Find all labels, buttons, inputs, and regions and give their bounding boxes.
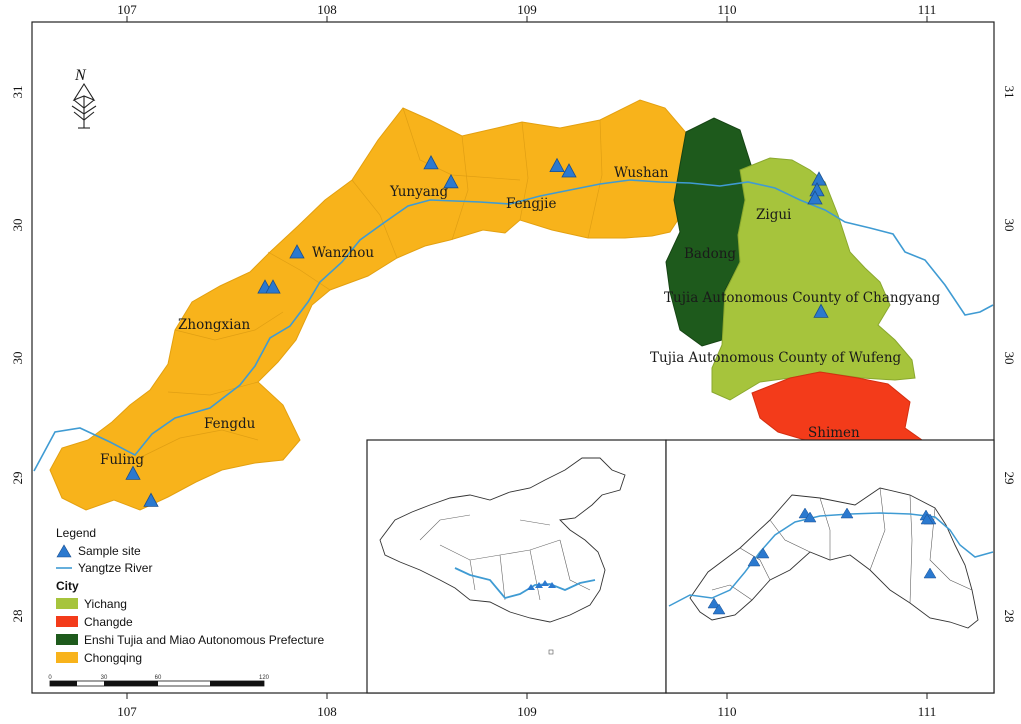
right-tick-label: 30 xyxy=(1002,352,1017,365)
label-fuling: Fuling xyxy=(100,452,144,468)
top-tick-label: 109 xyxy=(517,2,537,17)
sample-site-marker xyxy=(561,163,577,178)
left-tick-label: 31 xyxy=(10,86,25,99)
north-arrow: N xyxy=(71,67,97,129)
sample-site-marker xyxy=(811,171,827,186)
label-zigui: Zigui xyxy=(756,207,792,223)
legend-city-label: Chongqing xyxy=(84,651,142,665)
right-tick-label: 31 xyxy=(1002,86,1017,99)
bottom-tick-label: 107 xyxy=(117,704,137,719)
study-area-county-borders xyxy=(711,487,973,604)
label-wufeng: Tujia Autonomous County of Wufeng xyxy=(650,350,902,366)
bottom-tick-label: 109 xyxy=(517,704,537,719)
left-tick-label: 30 xyxy=(10,219,25,232)
legend-title: Legend xyxy=(56,526,96,540)
study-area-river xyxy=(668,512,994,607)
scale-tick: 0 xyxy=(48,675,52,681)
label-wushan: Wushan xyxy=(614,165,669,181)
china-site-cluster xyxy=(527,580,556,590)
left-tick-label: 28 xyxy=(10,610,25,623)
scale-tick: 120 xyxy=(259,675,270,681)
sample-site-marker xyxy=(265,279,281,294)
legend-swatch-changde xyxy=(56,616,78,627)
label-fengdu: Fengdu xyxy=(204,416,256,432)
study-area-sites xyxy=(707,507,937,615)
legend-site-label: Sample site xyxy=(78,544,141,558)
left-axis-labels: 31 30 30 29 28 xyxy=(10,86,25,623)
legend-site-icon xyxy=(56,544,72,558)
right-tick-label: 29 xyxy=(1002,472,1017,485)
left-tick-label: 29 xyxy=(10,472,25,485)
inset-china-map xyxy=(379,457,626,655)
place-labels: Yunyang Fengjie Wushan Zigui Badong Wanz… xyxy=(100,165,941,468)
top-tick-label: 110 xyxy=(717,2,736,17)
label-changyang: Tujia Autonomous County of Changyang xyxy=(664,290,941,306)
sample-site-marker xyxy=(549,157,565,172)
sample-site-marker xyxy=(125,465,141,480)
label-yunyang: Yunyang xyxy=(389,184,448,200)
inset-study-area-map xyxy=(668,487,994,629)
inset-study-area-frame xyxy=(665,439,995,694)
legend-swatch-chongqing xyxy=(56,652,78,663)
right-tick-label: 30 xyxy=(1002,219,1017,232)
label-fengjie: Fengjie xyxy=(506,196,556,212)
sample-site-marker xyxy=(813,303,829,318)
sample-site-marker xyxy=(143,492,159,507)
bottom-tick-label: 110 xyxy=(717,704,736,719)
top-tick-label: 108 xyxy=(317,2,337,17)
top-axis-labels: 107 108 109 110 111 xyxy=(117,2,936,17)
bottom-tick-label: 111 xyxy=(918,704,937,719)
right-tick-label: 28 xyxy=(1002,610,1017,623)
china-outline xyxy=(379,457,626,623)
china-islands xyxy=(548,649,554,655)
region-yichang xyxy=(711,157,916,401)
sample-site-marker xyxy=(807,190,823,205)
sample-sites xyxy=(125,155,829,507)
legend-swatch-yichang xyxy=(56,598,78,609)
region-changde xyxy=(751,371,924,441)
legend-city-label: Changde xyxy=(84,615,133,629)
sample-site-marker xyxy=(289,244,305,259)
tick-marks xyxy=(126,16,928,699)
legend-river-label: Yangtze River xyxy=(78,561,152,575)
sample-site-marker xyxy=(443,173,459,189)
left-tick-label: 30 xyxy=(10,352,25,365)
label-badong: Badong xyxy=(684,246,736,262)
label-wanzhou: Wanzhou xyxy=(312,245,374,261)
bottom-axis-labels: 107 108 109 110 111 xyxy=(117,704,936,719)
legend: Legend Sample site Yangtze River City Yi… xyxy=(56,526,324,665)
inset-china-frame xyxy=(366,439,667,694)
legend-city-label: Yichang xyxy=(84,597,127,611)
top-tick-label: 111 xyxy=(918,2,937,17)
label-zhongxian: Zhongxian xyxy=(178,317,251,333)
legend-city-heading: City xyxy=(56,579,79,593)
legend-swatch-enshi xyxy=(56,634,78,645)
yangtze-river xyxy=(33,179,994,472)
north-arrow-icon xyxy=(71,82,97,129)
sample-site-marker xyxy=(423,155,439,170)
top-tick-label: 107 xyxy=(117,2,137,17)
bottom-tick-label: 108 xyxy=(317,704,337,719)
scale-tick: 30 xyxy=(101,675,108,681)
scale-tick: 60 xyxy=(155,675,162,681)
legend-city-label: Enshi Tujia and Miao Autonomous Prefectu… xyxy=(84,633,324,647)
right-axis-labels: 31 30 30 29 28 xyxy=(1002,86,1017,623)
north-label: N xyxy=(74,67,87,84)
label-shimen: Shimen xyxy=(808,425,860,441)
scale-bar: 0 30 60 120 xyxy=(48,675,270,687)
